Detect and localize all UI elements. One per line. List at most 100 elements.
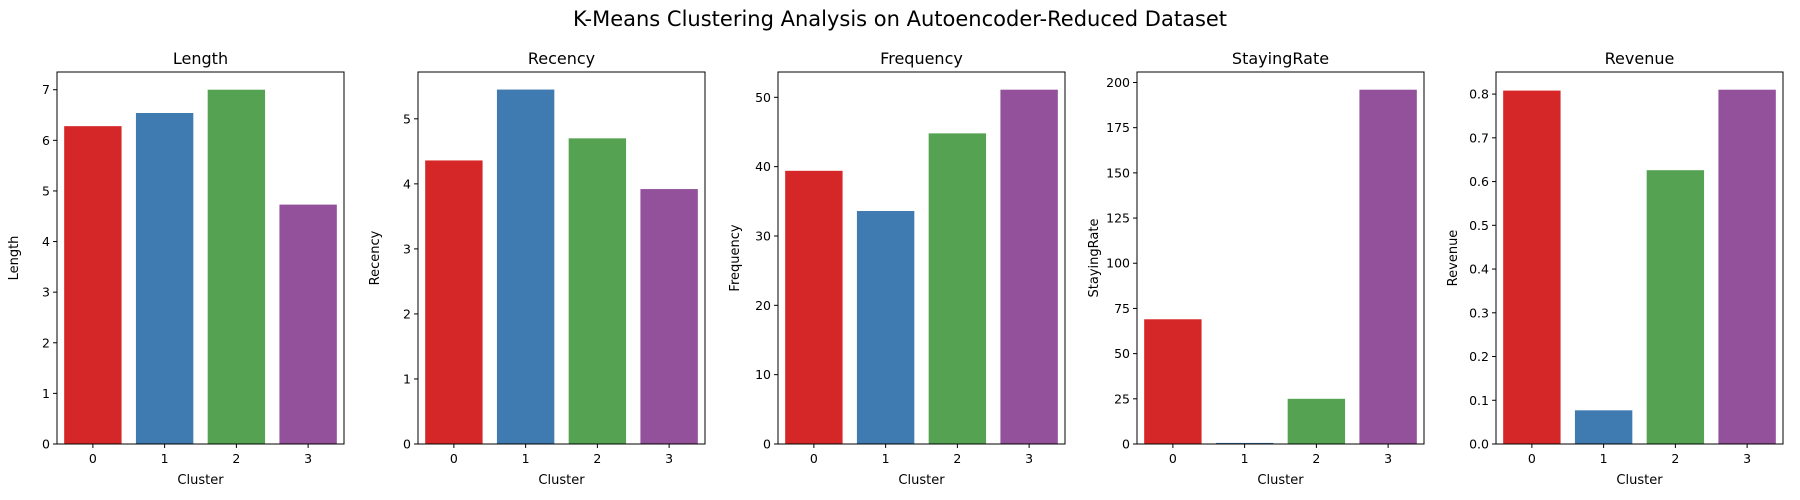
y-tick-label: 75 [1114, 301, 1130, 316]
x-tick-label: 1 [1600, 451, 1608, 466]
bar-cluster-0 [1503, 90, 1561, 444]
bar-cluster-3 [1359, 89, 1417, 445]
y-axis-label: Frequency [728, 224, 743, 291]
axes-frame [777, 71, 1066, 445]
y-tick-label: 4 [403, 176, 411, 191]
axes-frame [1495, 71, 1784, 445]
subplot-recency: 0 1 2 3 4 5 0 1 2 3 Recency Cluster Recency [368, 49, 706, 488]
x-axis-label: Cluster [1257, 473, 1304, 488]
y-tick-label: 175 [1106, 120, 1130, 135]
y-tick-label: 0.8 [1469, 87, 1489, 102]
x-tick-label: 1 [522, 451, 530, 466]
x-tick-label: 3 [1025, 451, 1033, 466]
y-tick-label: 3 [403, 241, 411, 256]
y-tick-label: 30 [755, 228, 771, 243]
bar-cluster-3 [1718, 89, 1776, 445]
y-tick-label: 0.7 [1469, 130, 1489, 145]
bar-cluster-0 [64, 126, 122, 444]
y-tick-label: 150 [1106, 165, 1130, 180]
bar-cluster-3 [640, 189, 698, 444]
x-axis-label: Cluster [538, 473, 585, 488]
x-tick-label: 0 [1528, 451, 1536, 466]
bar-cluster-1 [1215, 442, 1274, 444]
bar-cluster-1 [135, 113, 194, 444]
axes-frame [417, 71, 706, 445]
bar-cluster-0 [1144, 319, 1202, 444]
bar-cluster-2 [207, 89, 266, 445]
y-tick-label: 50 [1114, 346, 1130, 361]
y-tick-label: 5 [403, 111, 411, 126]
y-tick-label: 0.6 [1469, 174, 1489, 189]
subplot-title: Revenue [1605, 49, 1675, 68]
bar-cluster-1 [1574, 410, 1633, 444]
y-tick-label: 20 [755, 298, 771, 313]
subplot-title: Recency [528, 49, 595, 68]
y-tick-label: 200 [1106, 75, 1130, 90]
x-axis-label: Cluster [898, 473, 945, 488]
x-tick-label: 3 [1743, 451, 1751, 466]
y-tick-label: 25 [1114, 391, 1130, 406]
bar-cluster-2 [1287, 398, 1346, 444]
y-tick-label: 6 [42, 133, 50, 148]
bar-cluster-3 [279, 204, 337, 444]
x-tick-label: 3 [665, 451, 673, 466]
y-axis-label: StayingRate [1087, 219, 1102, 298]
y-tick-label: 2 [403, 306, 411, 321]
subplot-title: StayingRate [1232, 49, 1329, 68]
x-tick-label: 3 [304, 451, 312, 466]
bar-cluster-1 [856, 211, 915, 444]
x-axis-label: Cluster [177, 473, 224, 488]
bar-cluster-2 [928, 133, 987, 445]
y-tick-label: 4 [42, 234, 50, 249]
y-tick-label: 0 [42, 437, 50, 452]
y-tick-label: 0 [763, 437, 771, 452]
x-tick-label: 1 [882, 451, 890, 466]
bar-cluster-0 [425, 160, 483, 444]
x-tick-label: 0 [1169, 451, 1177, 466]
subplot-title: Length [173, 49, 228, 68]
y-tick-label: 10 [755, 367, 771, 382]
subplot-frequency: 0 10 20 30 40 50 0 1 2 3 Frequency Cluster Frequency [728, 49, 1066, 488]
bar-cluster-0 [785, 170, 843, 444]
x-tick-label: 0 [89, 451, 97, 466]
subplot-stayingrate: 0 25 50 75 100 125 150 175 200 0 1 2 3 StayingRate Clu… [1087, 49, 1425, 488]
y-tick-label: 2 [42, 335, 50, 350]
y-tick-label: 0.4 [1469, 262, 1489, 277]
subplot-title: Frequency [880, 49, 963, 68]
y-tick-label: 50 [755, 90, 771, 105]
y-tick-label: 0.5 [1469, 218, 1489, 233]
x-axis-label: Cluster [1616, 473, 1663, 488]
bar-cluster-1 [496, 89, 555, 444]
y-axis-label: Recency [368, 230, 383, 285]
y-tick-label: 100 [1106, 256, 1130, 271]
y-tick-label: 7 [42, 82, 50, 97]
x-tick-label: 2 [232, 451, 240, 466]
x-tick-label: 1 [161, 451, 169, 466]
y-tick-label: 5 [42, 183, 50, 198]
x-tick-label: 3 [1384, 451, 1392, 466]
axes-frame [56, 71, 345, 445]
y-axis-label: Revenue [1446, 230, 1461, 287]
bar-cluster-2 [1646, 170, 1705, 444]
y-tick-label: 125 [1106, 211, 1130, 226]
x-tick-label: 2 [1312, 451, 1320, 466]
subplot-revenue: 0.0 0.1 0.2 0.3 0.4 0.5 0.6 0.7 0.8 0 1 2 3 Revenue Cl… [1446, 49, 1784, 488]
x-tick-label: 2 [953, 451, 961, 466]
y-tick-label: 3 [42, 285, 50, 300]
x-tick-label: 1 [1241, 451, 1249, 466]
y-tick-label: 0 [403, 437, 411, 452]
y-tick-label: 0.2 [1469, 349, 1489, 364]
x-tick-label: 0 [450, 451, 458, 466]
bar-cluster-2 [568, 138, 627, 444]
y-tick-label: 0.3 [1469, 305, 1489, 320]
x-tick-label: 2 [1671, 451, 1679, 466]
y-tick-label: 0.0 [1469, 437, 1489, 452]
x-tick-label: 2 [593, 451, 601, 466]
bar-cluster-3 [1000, 89, 1058, 445]
y-tick-label: 0.1 [1469, 393, 1489, 408]
y-axis-label: Length [7, 236, 22, 281]
axes-frame [1136, 71, 1425, 445]
x-tick-label: 0 [810, 451, 818, 466]
